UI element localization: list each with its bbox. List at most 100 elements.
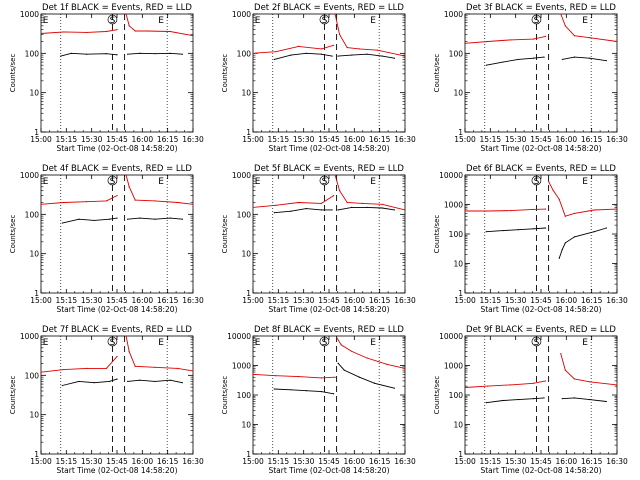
x-tick-label: 15:30 [293,296,315,305]
events-data-point [543,56,545,58]
lld-data-point [386,363,388,365]
lld-data-point [275,51,277,53]
x-tick-label: 16:15 [369,457,391,466]
x-tick-label: 16:15 [157,296,179,305]
x-tick-label: 15:00 [242,135,264,144]
lld-data-point [320,202,322,204]
lld-data-point [404,209,406,211]
events-data-point [154,380,156,383]
lld-data-point [487,210,489,212]
y-tick-label: 10 [453,89,463,98]
lld-data-point [532,382,535,384]
lld-data-point [105,367,107,370]
lld-data-point [154,200,156,202]
events-data-point [154,218,156,220]
panel-title: Det 2f BLACK = Events, RED = LLD [254,3,404,13]
x-axis-label: Start Time (02-Oct-08 14:58:20) [56,305,177,314]
events-data-point [70,52,72,54]
lld-data-point [510,39,512,41]
x-tick-label: 16:00 [132,135,154,144]
x-tick-label: 15:30 [505,135,527,144]
lld-data-point [616,384,618,386]
x-tick-label: 16:15 [157,135,179,144]
y-axis-label: Counts/sec [221,54,229,93]
x-tick-label: 16:00 [344,457,366,466]
lld-data-point [125,174,127,176]
y-tick-label: 100 [449,230,464,239]
events-data-point [561,398,563,400]
lld-series-line [334,174,406,211]
x-tick-label: 16:15 [581,135,603,144]
lld-data-point [487,385,489,387]
lld-data-point [346,46,348,49]
y-tick-label: 1 [246,450,251,459]
lld-data-point [589,37,591,39]
events-data-point [127,53,129,55]
panel-title: Det 1f BLACK = Events, RED = LLD [42,3,192,13]
events-data-point [343,369,345,371]
events-data-point [273,388,275,390]
lld-data-point [464,386,466,389]
x-tick-label: 16:15 [581,296,603,305]
lld-series-line [125,13,194,37]
y-axis-label: Counts/sec [9,376,17,415]
x-tick-label: 15:15 [56,457,78,466]
y-axis-label: Counts/sec [221,215,229,254]
lld-data-point [320,377,322,379]
y-tick-label: 10 [241,89,251,98]
x-tick-label: 15:45 [318,296,340,305]
lld-data-point [573,378,576,380]
lld-data-point [116,29,118,31]
event-marker-label: E [158,338,164,348]
events-data-point [485,64,487,66]
x-tick-label: 15:45 [106,135,128,144]
event-marker-label: S [534,16,540,26]
lld-data-point [532,38,535,40]
lld-data-point [134,365,136,367]
events-data-point [351,54,353,56]
x-tick-label: 15:00 [454,296,476,305]
events-data-point [108,380,110,383]
events-data-point [108,218,110,220]
x-tick-label: 16:30 [606,296,628,305]
y-tick-label: 10 [29,89,39,98]
y-tick-label: 100 [237,210,252,219]
y-tick-label: 1 [246,128,251,137]
event-marker-label: E [255,177,261,187]
start-marker-circle [319,175,330,186]
events-data-point [337,362,339,364]
x-tick-label: 16:30 [182,457,204,466]
lld-data-point [404,55,406,57]
y-tick-label: 1000 [444,362,463,371]
event-marker-label: E [158,177,164,187]
event-marker-label: S [110,338,116,348]
start-marker-circle [107,336,118,347]
y-tick-label: 1000 [20,10,39,19]
lld-series-line [334,13,406,57]
event-marker-label: S [534,177,540,187]
lld-data-point [361,202,364,204]
start-marker-circle [531,175,542,186]
y-axis-label: Counts/sec [433,54,441,93]
lld-data-point [404,367,406,369]
lld-data-point [252,373,254,375]
events-data-point [517,229,519,231]
lld-data-point [351,350,353,353]
lld-data-point [334,376,336,378]
events-data-point [273,58,275,61]
x-tick-label: 15:30 [81,135,103,144]
event-marker-label: E [370,338,376,348]
lld-data-point [616,208,618,210]
x-tick-label: 15:45 [318,457,340,466]
x-tick-label: 15:30 [293,457,315,466]
lld-series-line [125,335,194,372]
x-tick-label: 15:30 [505,296,527,305]
event-marker-label: E [158,16,164,26]
lld-data-point [146,30,148,32]
lld-data-point [366,357,368,359]
events-data-point [393,57,395,59]
x-axis-label: Start Time (02-Oct-08 14:58:20) [480,466,601,475]
lld-data-point [336,336,338,338]
events-data-point [181,53,183,55]
